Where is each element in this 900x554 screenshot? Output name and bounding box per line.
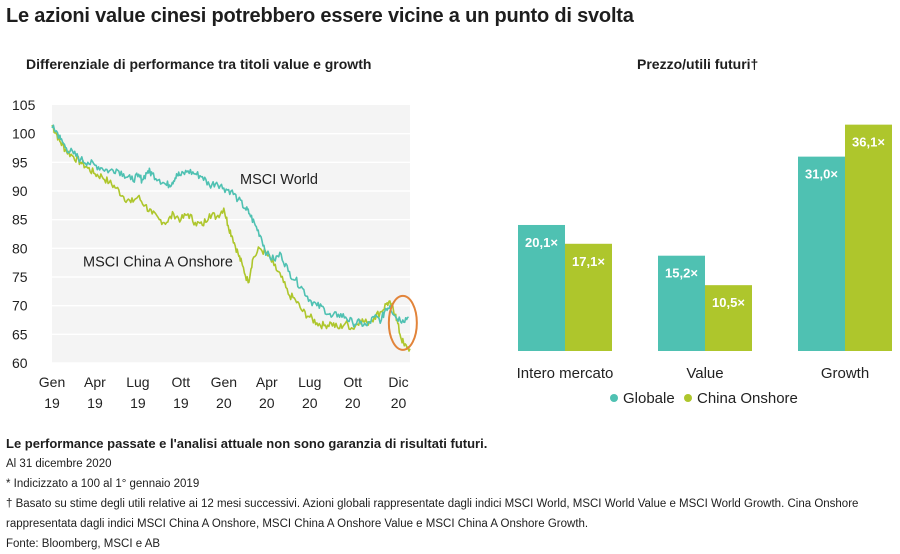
headline: Le azioni value cinesi potrebbero essere… <box>6 5 634 27</box>
china-onshore-value-label: 17,1× <box>572 254 605 269</box>
highlight-circle <box>387 294 418 351</box>
globale-value-label: 20,1× <box>525 235 558 250</box>
y-tick-label: 105 <box>12 97 36 113</box>
x-tick-label: Lug <box>126 374 149 390</box>
x-tick-label: 19 <box>130 395 146 411</box>
x-tick-label: 20 <box>391 395 407 411</box>
y-tick-label: 75 <box>12 269 28 285</box>
category-label: Growth <box>821 365 869 382</box>
category-label: Value <box>686 365 723 382</box>
x-tick-label: Lug <box>298 374 321 390</box>
x-tick-label: 20 <box>259 395 275 411</box>
china-onshore-bar <box>565 243 612 351</box>
x-tick-label: Apr <box>256 374 278 390</box>
index-note: * Indicizzato a 100 al 1° gennaio 2019 <box>6 478 200 490</box>
y-tick-label: 100 <box>12 126 36 142</box>
disclaimer-note: Le performance passate e l'analisi attua… <box>6 436 488 451</box>
date-note: Al 31 dicembre 2020 <box>6 458 112 470</box>
line-chart-title: Differenziale di performance tra titoli … <box>26 56 372 72</box>
x-tick-label: Ott <box>172 374 191 390</box>
x-tick-label: Gen <box>211 374 237 390</box>
x-tick-label: Ott <box>343 374 362 390</box>
msci-china-line <box>51 124 411 352</box>
category-label: Intero mercato <box>517 365 614 382</box>
x-tick-label: 19 <box>173 395 189 411</box>
y-tick-label: 80 <box>12 240 28 256</box>
x-tick-label: 19 <box>87 395 103 411</box>
legend-label-globale: Globale <box>623 390 675 407</box>
globale-bar <box>798 156 845 351</box>
msci-world-annotation: MSCI World <box>240 172 318 188</box>
y-tick-label: 60 <box>12 355 28 371</box>
bar-chart: 20,1× 17,1× Intero mercato 15,2× 10,5× Value 3… <box>517 124 892 407</box>
y-tick-label: 85 <box>12 212 28 228</box>
china-onshore-bar <box>845 124 892 351</box>
globale-bar <box>518 224 565 351</box>
legend-marker-china <box>684 394 692 402</box>
y-tick-label: 95 <box>12 154 28 170</box>
legend: Globale China Onshore <box>610 390 798 407</box>
china-onshore-value-label: 10,5× <box>712 295 745 310</box>
globale-value-label: 15,2× <box>665 266 698 281</box>
x-tick-label: 20 <box>302 395 318 411</box>
china-onshore-value-label: 36,1× <box>852 135 885 150</box>
dagger-note: † Basato su stime degli utili relative a… <box>6 498 859 530</box>
footnotes: Le performance passate e l'analisi attua… <box>6 434 894 554</box>
x-tick-label: Apr <box>84 374 106 390</box>
y-tick-label: 65 <box>12 326 28 342</box>
globale-bar <box>658 255 705 351</box>
msci-china-annotation: MSCI China A Onshore <box>83 255 233 271</box>
globale-value-label: 31,0× <box>805 167 838 182</box>
y-tick-label: 70 <box>12 298 28 314</box>
x-tick-label: Dic <box>388 374 408 390</box>
x-tick-label: 20 <box>345 395 361 411</box>
x-tick-label: 19 <box>44 395 60 411</box>
china-onshore-bar <box>705 285 752 351</box>
x-tick-label: 20 <box>216 395 232 411</box>
legend-label-china: China Onshore <box>697 390 798 407</box>
bar-chart-title: Prezzo/utili futuri† <box>637 56 759 72</box>
msci-world-line <box>51 124 409 328</box>
source-note: Fonte: Bloomberg, MSCI e AB <box>6 538 161 550</box>
line-chart: 105 100 95 90 85 80 75 70 65 60 Gen 19 Apr 19 Lug 19 Ott… <box>12 97 418 411</box>
x-tick-label: Gen <box>39 374 65 390</box>
legend-marker-globale <box>610 394 618 402</box>
y-tick-label: 90 <box>12 183 28 199</box>
